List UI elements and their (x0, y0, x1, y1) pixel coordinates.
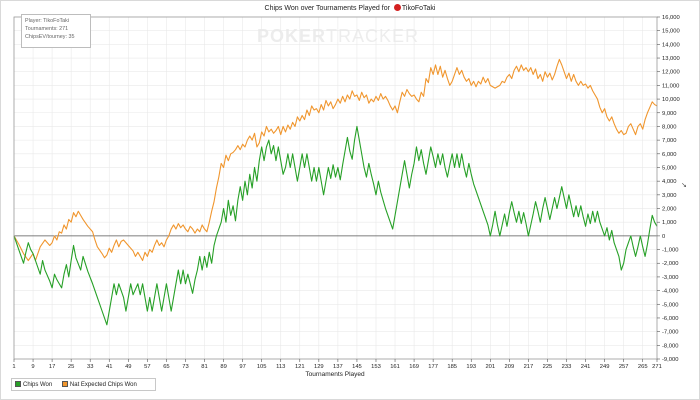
watermark-poker: POKER (256, 26, 326, 46)
legend: Chips Won Nat Expected Chips Won (11, 378, 156, 391)
x-tick-label: 89 (220, 364, 226, 370)
x-tick-label: 241 (581, 364, 591, 370)
y-tick-label: -2,000 (662, 261, 678, 267)
y-tick-label: 7,000 (662, 138, 677, 144)
x-tick-label: 129 (314, 364, 324, 370)
y-tick-label: 4,000 (662, 179, 677, 185)
legend-label-chips-won: Chips Won (23, 382, 53, 388)
legend-item-chips-won: Chips Won (15, 381, 52, 388)
plot-area-border (13, 16, 658, 360)
x-tick-label: 169 (409, 364, 419, 370)
y-tick-label: 6,000 (662, 152, 677, 158)
y-tick-label: -9,000 (662, 357, 678, 363)
series-line-chips-won (13, 125, 658, 326)
grid (13, 16, 658, 360)
x-tick-label: 161 (390, 364, 400, 370)
x-tick-label: 185 (447, 364, 457, 370)
x-tick-label: 81 (201, 364, 207, 370)
x-tick-label: 17 (49, 364, 55, 370)
y-tick-label: -8,000 (662, 343, 678, 349)
x-tick-label: 113 (276, 364, 285, 370)
player-info-box: Player: TikoFoTaki Tournaments: 271 Chip… (21, 14, 91, 48)
expand-arrow-icon[interactable]: ↘ (681, 182, 687, 189)
x-tick-label: 271 (652, 364, 662, 370)
y-tick-label: 10,000 (662, 97, 680, 103)
x-tick-label: 65 (163, 364, 169, 370)
x-tick-label: 97 (239, 364, 245, 370)
x-tick-label: 121 (295, 364, 305, 370)
legend-swatch-nat-expected (61, 381, 68, 387)
y-tick-label: -4,000 (662, 289, 678, 295)
chart-title-player: TikoFoTaki (401, 5, 436, 12)
series-layer (13, 58, 658, 326)
y-tick-label: 14,000 (662, 42, 680, 48)
info-chipsev: ChipsEV/tourney: 35 (25, 34, 75, 40)
legend-label-nat-expected: Nat Expected Chips Won (69, 382, 137, 388)
legend-item-nat-expected: Nat Expected Chips Won (61, 381, 137, 388)
y-tick-label: -3,000 (662, 275, 678, 281)
x-tick-label: 201 (485, 364, 495, 370)
y-tick-label: 2,000 (662, 207, 677, 213)
series-line-nat-expected (13, 58, 658, 262)
y-tick-label: -5,000 (662, 302, 678, 308)
x-tick-label: 49 (125, 364, 131, 370)
x-tick-label: 9 (31, 364, 34, 370)
x-tick-label: 1 (12, 364, 15, 370)
info-player: Player: TikoFoTaki (25, 18, 70, 24)
y-tick-label: 3,000 (662, 193, 677, 199)
x-tick-label: 233 (562, 364, 572, 370)
y-tick-label: 9,000 (662, 111, 677, 117)
y-tick-label: -6,000 (662, 316, 678, 322)
x-axis-title: Tournaments Played (305, 371, 365, 378)
y-tick-label: 11,000 (662, 83, 679, 89)
y-tick-label: 5,000 (662, 165, 677, 171)
y-tick-label: 12,000 (662, 70, 680, 76)
y-tick-label: 13,000 (662, 56, 680, 62)
x-axis: 1 9 17 25 33 41 49 57 65 73 81 89 97 105 113 121 129 137 1… (12, 359, 662, 370)
x-tick-label: 41 (106, 364, 112, 370)
x-tick-label: 57 (144, 364, 150, 370)
x-tick-label: 33 (87, 364, 93, 370)
y-tick-label: 16,000 (662, 15, 680, 21)
x-tick-label: 249 (600, 364, 610, 370)
x-tick-label: 153 (371, 364, 381, 370)
y-axis: 16,000 15,000 14,000 13,000 12,000 11,000 10,0… (657, 15, 680, 363)
chart-title: Chips Won over Tournaments Played for Ti… (0, 4, 700, 12)
chart-title-text: Chips Won over Tournaments Played for (264, 5, 390, 12)
y-tick-label: 0 (662, 234, 665, 240)
info-tournaments: Tournaments: 271 (25, 26, 69, 32)
x-tick-label: 145 (352, 364, 362, 370)
legend-swatch-chips-won (15, 381, 21, 387)
x-tick-label: 25 (68, 364, 74, 370)
y-tick-label: 15,000 (662, 29, 680, 35)
pokertracker-logo-icon (393, 4, 401, 11)
y-tick-label: -7,000 (662, 330, 678, 336)
x-tick-label: 209 (505, 364, 515, 370)
x-tick-label: 73 (182, 364, 188, 370)
x-tick-label: 193 (466, 364, 476, 370)
x-tick-label: 217 (524, 364, 534, 370)
y-tick-label: 8,000 (662, 124, 677, 130)
x-tick-label: 177 (428, 364, 438, 370)
y-tick-label: -1,000 (662, 248, 678, 254)
x-tick-label: 257 (619, 364, 629, 370)
y-tick-label: 1,000 (662, 220, 677, 226)
x-tick-label: 225 (543, 364, 553, 370)
x-tick-label: 265 (638, 364, 648, 370)
x-tick-label: 105 (257, 364, 267, 370)
x-tick-label: 137 (333, 364, 343, 370)
